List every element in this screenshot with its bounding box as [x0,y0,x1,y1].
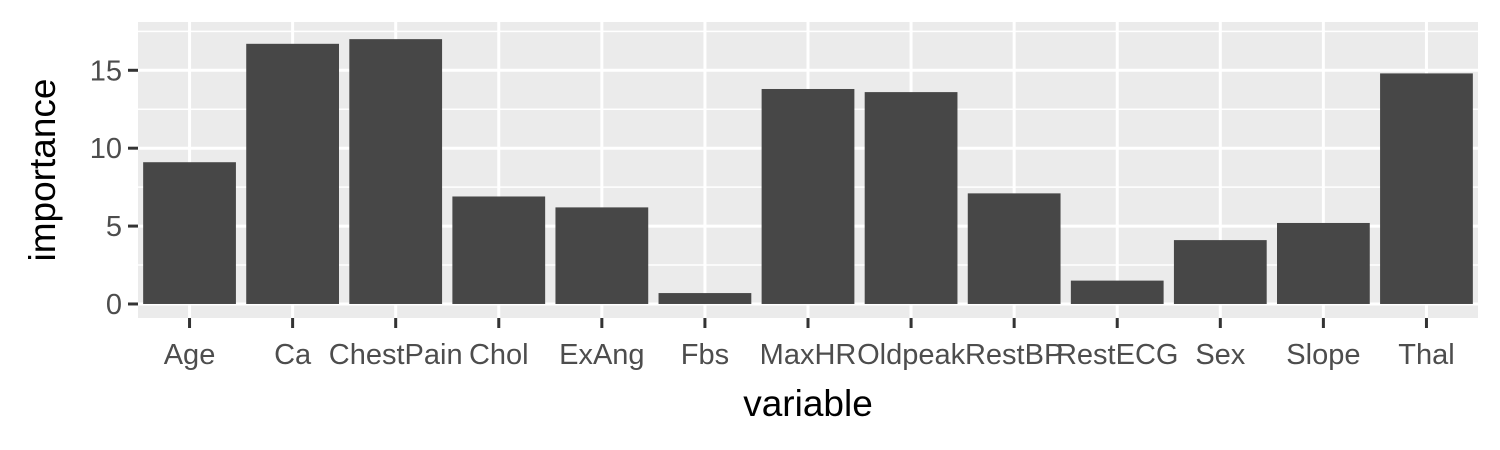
x-axis: Age Ca ChestPain Chol ExAng Fbs MaxHR Oldpeak Re… [164,318,1455,371]
x-axis-title: variable [743,383,873,424]
y-tick-label: 0 [106,289,122,321]
y-axis: 0 5 10 15 [90,55,138,321]
y-axis-title: importance [22,78,63,261]
x-tick-label: Chol [469,339,529,371]
bar-thal [1380,73,1473,304]
bar-chol [452,196,546,304]
bar-slope [1277,222,1370,304]
bar-restecg [1070,280,1164,304]
x-tick-label: RestECG [1056,339,1178,371]
x-tick-label: RestBP [965,339,1063,371]
x-tick-label: Age [164,339,216,371]
bar-ca [246,43,339,304]
bar-sex [1173,240,1267,304]
x-tick-label: Ca [274,339,312,371]
bar-oldpeak [864,92,958,304]
y-tick-label: 5 [106,211,122,243]
bar-fbs [658,293,752,304]
x-tick-label: Fbs [681,339,729,371]
x-tick-label: ExAng [559,339,644,371]
bar-exang [555,207,649,304]
x-tick-label: Slope [1286,339,1360,371]
x-tick-label: MaxHR [760,339,857,371]
bar-restbp [967,193,1061,304]
x-tick-label: Sex [1195,339,1245,371]
bar-age [143,162,236,304]
y-tick-label: 15 [90,55,122,87]
bars [143,39,1473,304]
bar-chestpain [349,39,443,304]
bar-maxhr [761,88,855,304]
x-tick-label: Thal [1398,339,1454,371]
x-tick-label: ChestPain [329,339,463,371]
x-tick-label: Oldpeak [857,339,966,371]
y-tick-label: 10 [90,133,122,165]
